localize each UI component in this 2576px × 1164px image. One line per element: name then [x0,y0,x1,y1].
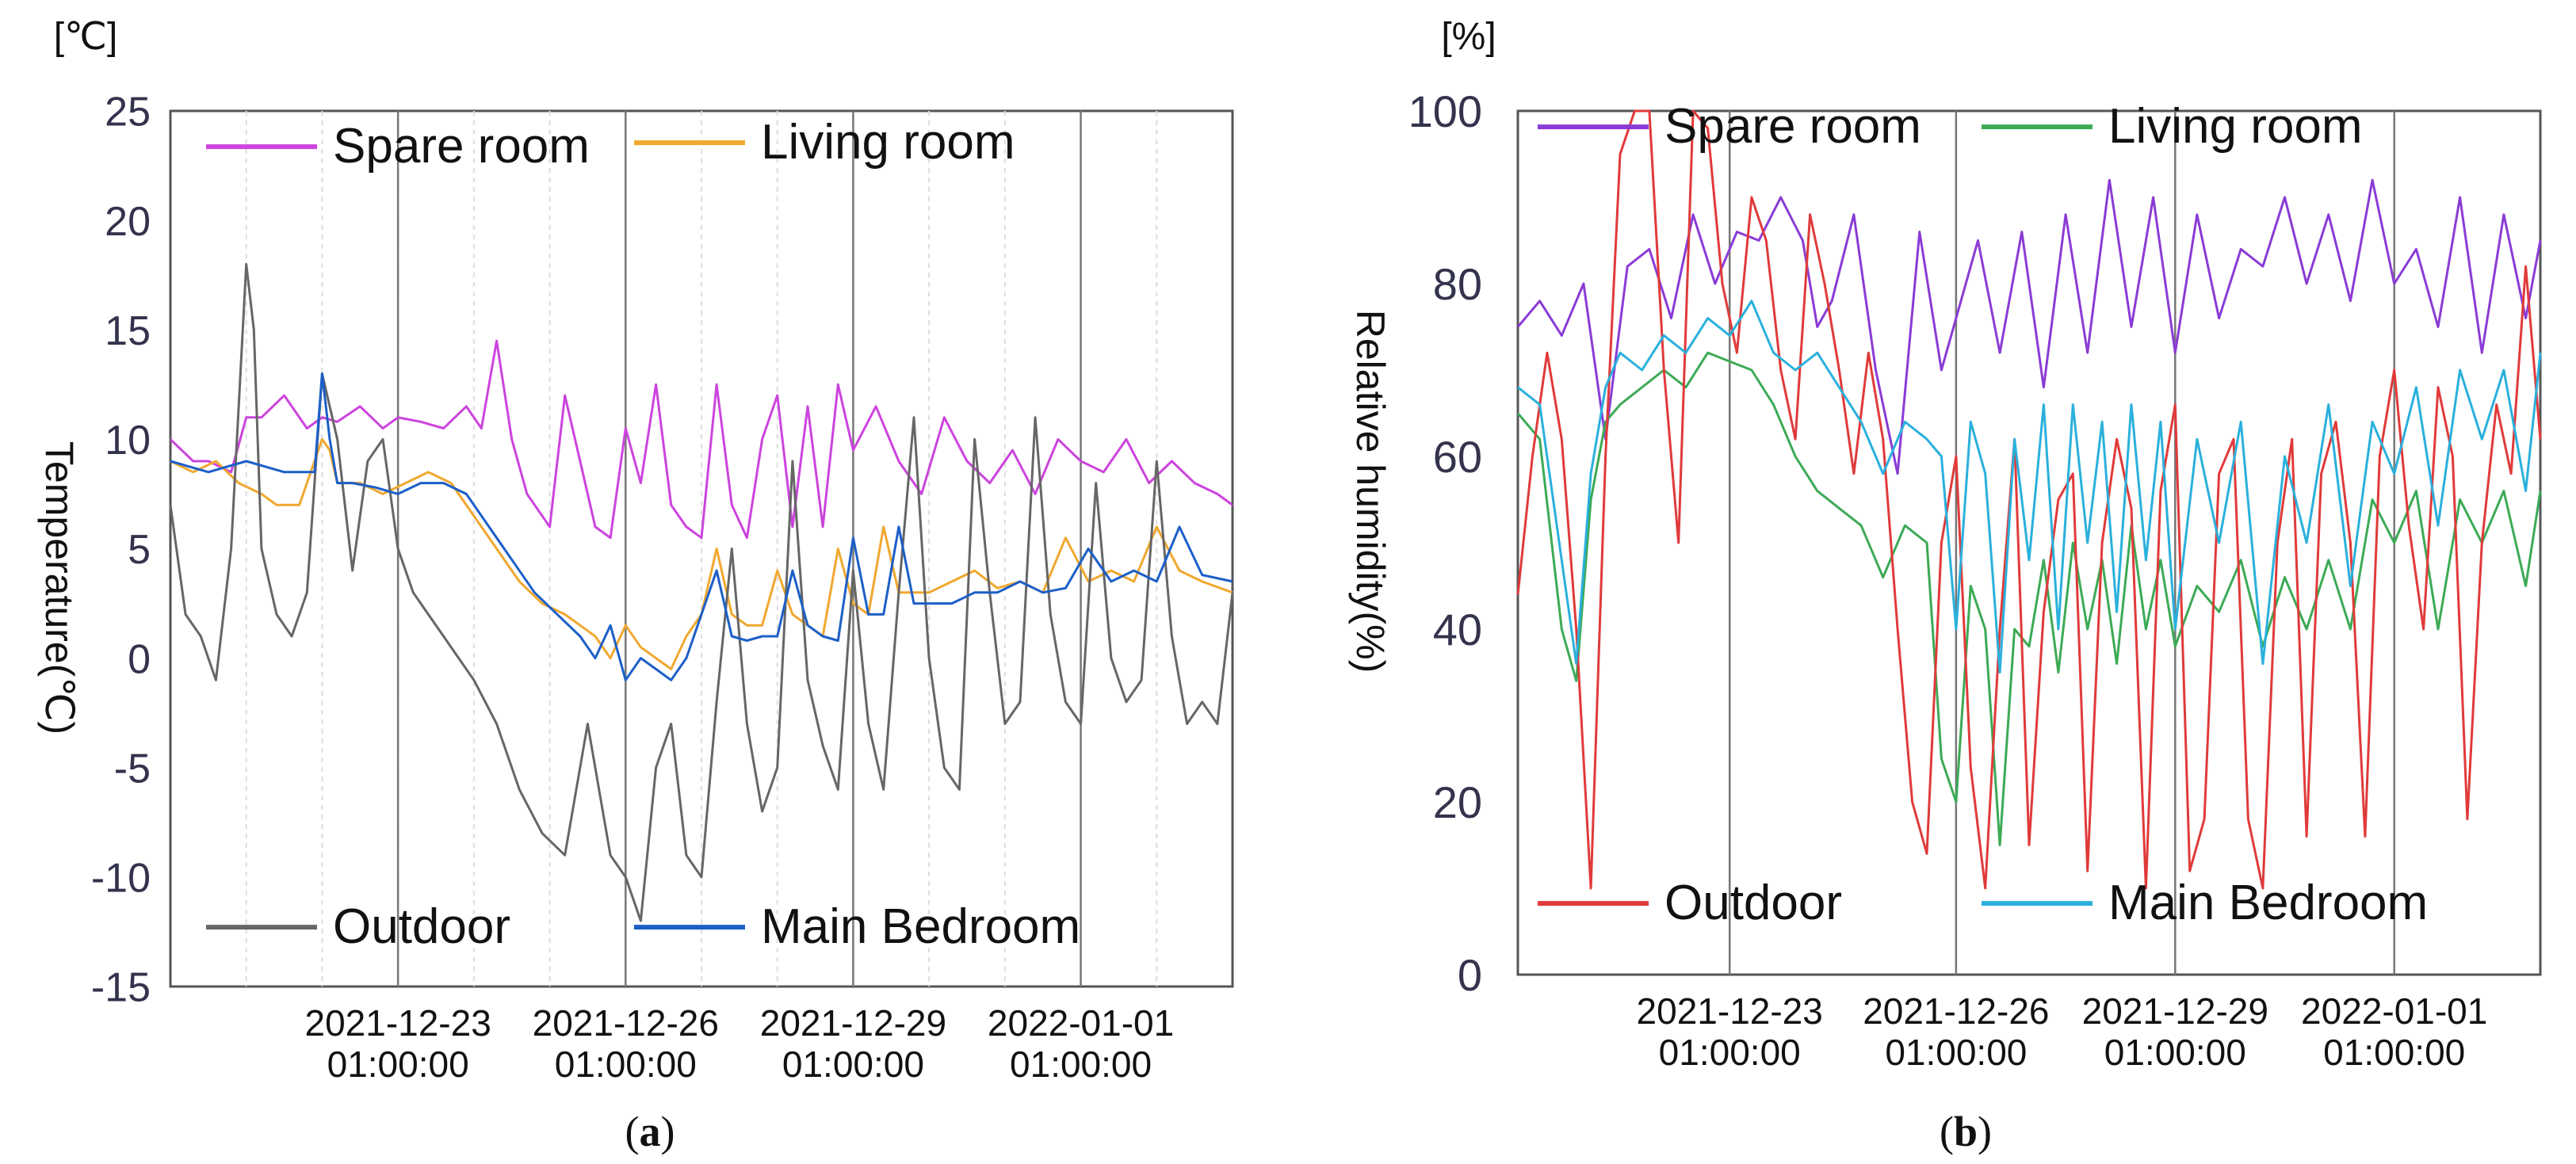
legend-entry-main-bedroom: Main Bedroom [634,899,1080,954]
legend-label: Outdoor [1664,876,1842,930]
x-tick-date: 2021-12-23 [304,1002,491,1044]
x-tick-date: 2022-01-01 [988,1002,1174,1044]
x-tick-date: 2021-12-29 [2082,990,2268,1032]
legend-entry-spare-room: Spare room [206,119,590,174]
unit-label: [%] [1441,16,1496,58]
legend-label: Outdoor [333,899,510,954]
x-tick-time: 01:00:00 [555,1044,697,1085]
series-main-bedroom [170,372,1233,681]
y-axis-label: Relative humidity(%) [1348,310,1393,673]
legend-label: Main Bedroom [2108,876,2428,930]
series-lines [169,262,1234,922]
legend-label: Spare room [333,119,590,174]
x-tick-time: 01:00:00 [2104,1032,2246,1073]
axes-box [1516,109,2542,976]
x-tick-date: 2021-12-26 [533,1002,719,1044]
series-lines [1516,109,2542,890]
grid [245,111,1158,987]
legend-label: Main Bedroom [761,899,1080,954]
legend-entry-outdoor: Outdoor [1538,876,1842,930]
series-outdoor [1516,109,2542,890]
series-living-room [1516,351,2542,846]
x-tick-date: 2022-01-01 [2301,990,2487,1032]
y-tick-label: 20 [1433,777,1482,827]
legend-label: Living room [2108,99,2362,154]
y-tick-label: 15 [105,308,151,354]
x-tick-date: 2021-12-23 [1637,990,1823,1032]
y-tick-label: 0 [1458,950,1482,1000]
y-tick-label: 0 [128,636,151,682]
x-ticks: 2021-12-2301:00:002021-12-2601:00:002021… [304,1002,1174,1085]
y-tick-label: 80 [1433,259,1482,309]
x-tick-time: 01:00:00 [1659,1032,1801,1073]
x-tick-time: 01:00:00 [1010,1044,1152,1085]
unit-label: [℃] [54,16,118,58]
x-tick-time: 01:00:00 [2323,1032,2465,1073]
legend-entry-main-bedroom: Main Bedroom [1982,876,2428,930]
y-tick-label: 60 [1433,432,1482,482]
y-tick-label: 25 [105,90,151,135]
legend-entry-outdoor: Outdoor [206,899,510,954]
panel-caption: (a) [625,1108,675,1155]
x-tick-date: 2021-12-29 [760,1002,946,1044]
x-ticks: 2021-12-2301:00:002021-12-2601:00:002021… [1637,990,2488,1073]
y-tick-label: -10 [91,856,151,902]
y-tick-label: 40 [1433,605,1482,655]
y-tick-label: -15 [91,965,151,1011]
legend-label: Spare room [1664,99,1921,154]
y-tick-label: 100 [1408,86,1482,136]
panel-caption: (b) [1940,1108,1992,1155]
legend: Spare room Living room Outdoor Main Bedroom [206,115,1080,954]
plot-frame [1516,109,2542,976]
series-spare-room [169,339,1233,540]
x-tick-time: 01:00:00 [1885,1032,2027,1073]
x-tick-time: 01:00:00 [782,1044,924,1085]
y-tick-label: -5 [114,746,151,792]
legend-label: Living room [761,115,1015,170]
x-tick-time: 01:00:00 [327,1044,469,1085]
y-ticks: 25 20 15 10 5 0 -5 -10 -15 [91,90,151,1011]
y-tick-label: 5 [128,527,151,573]
series-spare-room [1516,178,2542,475]
series-outdoor [169,262,1234,922]
legend-entry-living-room: Living room [1982,99,2362,154]
legend-entry-living-room: Living room [634,115,1015,170]
y-axis-label: Temperature(℃) [37,441,82,735]
y-ticks: 100 80 60 40 20 0 [1408,86,1482,1000]
series-main-bedroom [1517,300,2542,674]
y-tick-label: 20 [105,199,151,245]
legend-entry-spare-room: Spare room [1538,99,1921,154]
legend: Spare room Living room Outdoor Main Bedroom [1538,99,2428,930]
x-tick-date: 2021-12-26 [1863,990,2049,1032]
y-tick-label: 10 [105,418,151,464]
